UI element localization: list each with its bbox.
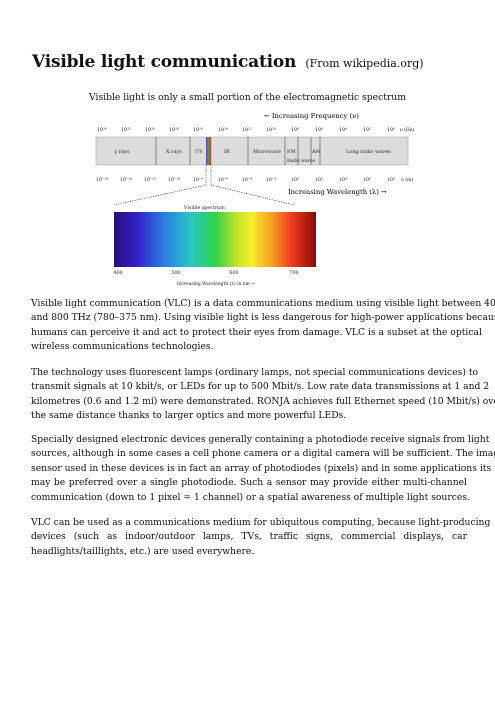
- title-text: Visible light communication: [32, 52, 297, 72]
- paragraph-4: VLC can be used as a communications medi…: [31, 516, 491, 559]
- freq-tick-4: 10¹⁶: [193, 127, 203, 133]
- visible-spectrum-gradient: [114, 212, 316, 267]
- wave-tick-4: 10⁻⁸: [193, 177, 203, 183]
- freq-tick-0: 10²⁴: [97, 127, 107, 133]
- freq-tick-6: 10¹²: [242, 127, 252, 133]
- frequency-label: ← Increasing Frequency (ν): [264, 112, 359, 120]
- freq-tick-11: 10²: [363, 127, 371, 133]
- paragraph-line: kilometres (0.6 and 1.2 mi) were demonst…: [31, 395, 495, 407]
- wave-tick-1: 10⁻¹⁴: [120, 177, 132, 183]
- freq-tick-10: 10⁴: [339, 127, 347, 133]
- nm-ticks: 400 500 600 700: [113, 270, 298, 276]
- wave-tick-10: 10⁴: [339, 177, 347, 183]
- band-gamma: γ rays: [114, 149, 130, 155]
- callout-lines: [113, 165, 295, 206]
- wave-tick-5: 10⁻⁶: [218, 177, 228, 183]
- paragraph-line: devices (such as indoor/outdoor lamps, T…: [31, 531, 467, 543]
- nm-tick-3: 700: [289, 270, 298, 276]
- wavelength-ticks: 10⁻¹⁶ 10⁻¹⁴ 10⁻¹² 10⁻¹⁰ 10⁻⁸ 10⁻⁶ 10⁻⁴ 10⁻² 10⁰ 1…: [96, 176, 413, 183]
- paragraph-line: The technology uses fluorescent lamps (o…: [31, 367, 479, 378]
- spectrum-diagram: ← Increasing Frequency (ν) 10²⁴ 10²² 10²⁰ 1…: [95, 112, 414, 287]
- wave-tick-6: 10⁻⁴: [242, 177, 252, 183]
- page-title: Visible light communication (From wikipe…: [32, 52, 424, 72]
- paragraph-line: and 800 THz (780–375 nm). Using visible …: [31, 312, 495, 324]
- paragraph-line: the same distance thanks to larger optic…: [31, 410, 347, 422]
- band-radio-waves: Radio waves: [287, 159, 316, 164]
- spectrum-bar: [95, 136, 409, 166]
- freq-tick-9: 10⁶: [315, 127, 323, 133]
- paragraph-line: sensor used in these devices is in fact …: [31, 462, 495, 474]
- paragraph-line: humans can perceive it and act to protec…: [31, 326, 482, 338]
- figure-caption: Visible light is only a small portion of…: [89, 92, 406, 103]
- paragraph-line: communication (down to 1 pixel = 1 chann…: [31, 491, 470, 503]
- freq-tick-7: 10¹⁰: [266, 127, 276, 133]
- spectrum-figure: ← Increasing Frequency (ν) 10²⁴ 10²² 10²⁰ 1…: [92, 110, 414, 290]
- visible-band-green: [207, 137, 210, 165]
- freq-tick-1: 10²²: [121, 127, 131, 133]
- band-dividers: [155, 137, 321, 165]
- wave-tick-11: 10⁶: [363, 177, 371, 183]
- paragraph-line: transmit signals at 10 kbit/s, or LEDs f…: [31, 381, 490, 393]
- freq-tick-13: ν (Hz): [400, 126, 414, 133]
- band-uv: UV: [195, 149, 203, 155]
- paragraph-line: VLC can be used as a communications medi…: [31, 517, 491, 528]
- paragraph-line: wireless communications technologies.: [31, 341, 214, 353]
- wave-tick-12: 10⁸: [387, 177, 395, 183]
- paragraph-line: headlights/taillights, etc.) are used ev…: [31, 545, 255, 557]
- visible-spectrum-label: Visible spectrum: [183, 205, 225, 211]
- band-fm: FM: [287, 149, 296, 155]
- freq-tick-8: 10⁸: [291, 127, 299, 133]
- visible-band-red: [209, 137, 211, 165]
- freq-tick-2: 10²⁰: [145, 127, 155, 133]
- band-long-radio: Long radio waves: [346, 149, 391, 155]
- nm-tick-1: 500: [171, 270, 180, 276]
- title-source: (From wikipedia.org): [305, 57, 424, 70]
- wave-tick-8: 10⁰: [291, 177, 299, 183]
- nm-tick-0: 400: [113, 270, 122, 276]
- paragraph-line: may be preferred over a single photodiod…: [31, 477, 467, 489]
- freq-tick-12: 10⁰: [387, 127, 395, 133]
- band-xray: X rays: [166, 149, 182, 155]
- wave-tick-9: 10²: [315, 177, 323, 183]
- paragraph-line: Visible light communication (VLC) is a d…: [31, 298, 495, 309]
- wave-tick-0: 10⁻¹⁶: [96, 177, 108, 183]
- wavelength-label: Increasing Wavelength (λ) →: [288, 188, 387, 196]
- wave-tick-7: 10⁻²: [266, 177, 276, 183]
- freq-tick-3: 10¹⁸: [169, 127, 179, 133]
- paragraph-line: sources, although in some cases a cell p…: [31, 448, 495, 460]
- visible-band-violet: [206, 137, 208, 165]
- band-microwave: Microwave: [253, 149, 281, 155]
- freq-tick-5: 10¹⁴: [218, 127, 228, 133]
- band-ir: IR: [224, 149, 230, 155]
- wave-tick-3: 10⁻¹⁰: [168, 177, 180, 183]
- wave-tick-2: 10⁻¹²: [144, 177, 156, 183]
- paragraph-1: Visible light communication (VLC) is a d…: [31, 297, 495, 355]
- band-am: AM: [311, 149, 321, 155]
- paragraph-3: Specially designed electronic devices ge…: [31, 433, 495, 505]
- nm-axis-label: Increasing Wavelength (λ) in nm →: [177, 282, 255, 287]
- paragraph-line: Specially designed electronic devices ge…: [31, 434, 490, 445]
- wave-tick-13: λ (m): [401, 176, 414, 183]
- nm-tick-2: 600: [229, 270, 238, 276]
- frequency-ticks: 10²⁴ 10²² 10²⁰ 10¹⁸ 10¹⁶ 10¹⁴ 10¹² 10¹⁰ 10⁸ 10⁶ 10…: [97, 126, 414, 133]
- paragraph-2: The technology uses fluorescent lamps (o…: [31, 366, 495, 424]
